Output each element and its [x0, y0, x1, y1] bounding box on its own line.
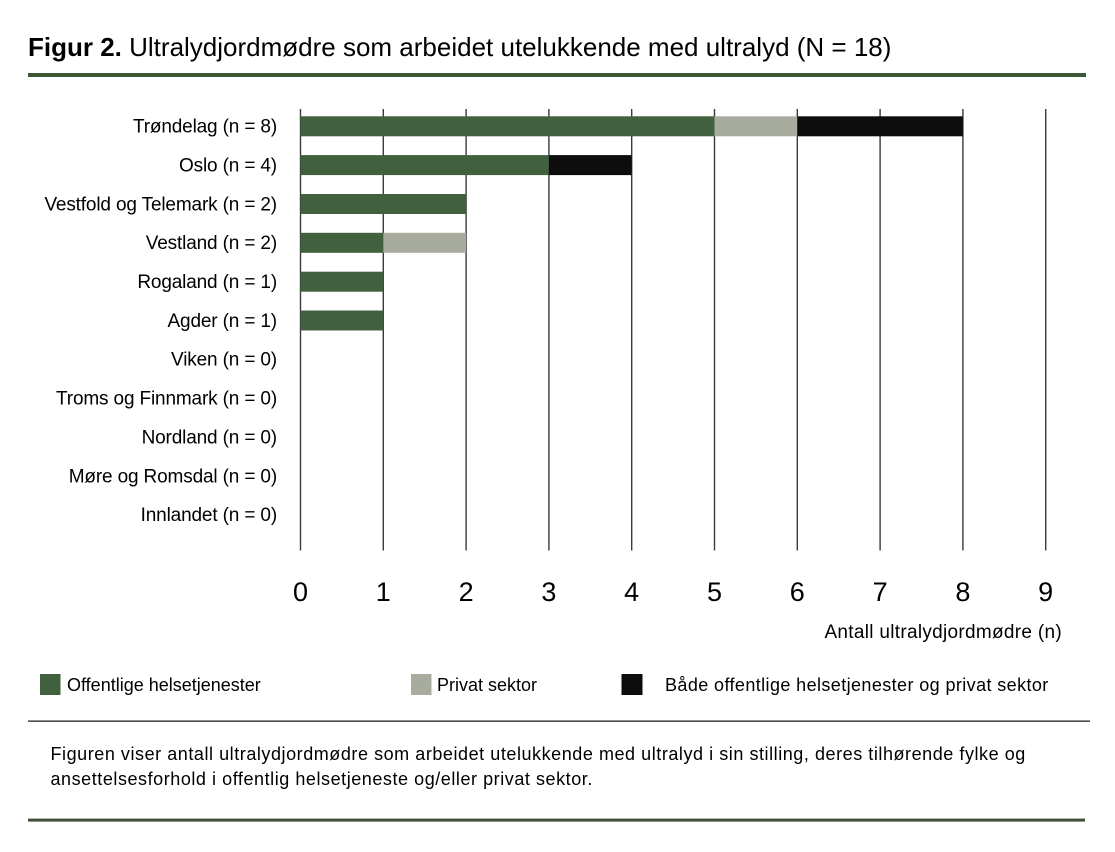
svg-text:Vestfold og Telemark (n = 2): Vestfold og Telemark (n = 2): [44, 194, 277, 215]
svg-text:4: 4: [624, 577, 639, 607]
svg-text:Oslo (n = 4): Oslo (n = 4): [179, 156, 277, 177]
svg-text:9: 9: [1038, 577, 1053, 607]
svg-text:1: 1: [376, 577, 391, 607]
svg-text:Møre og Romsdal (n = 0): Møre og Romsdal (n = 0): [69, 466, 277, 487]
svg-text:2: 2: [459, 577, 474, 607]
svg-text:Rogaland (n = 1): Rogaland (n = 1): [137, 272, 277, 293]
svg-text:8: 8: [955, 577, 970, 607]
svg-text:Troms og Finnmark (n = 0): Troms og Finnmark (n = 0): [56, 389, 277, 410]
svg-text:6: 6: [790, 577, 805, 607]
svg-text:Offentlige helsetjenester: Offentlige helsetjenester: [67, 675, 261, 695]
svg-text:Antall ultralydjordmødre (n): Antall ultralydjordmødre (n): [824, 622, 1062, 643]
svg-text:Vestland (n = 2): Vestland (n = 2): [146, 233, 277, 254]
svg-text:Trøndelag (n = 8): Trøndelag (n = 8): [133, 117, 277, 138]
svg-text:ansettelsesforhold i offentlig: ansettelsesforhold i offentlig helsetjen…: [51, 769, 593, 789]
svg-text:Agder (n = 1): Agder (n = 1): [168, 311, 277, 332]
svg-text:Figuren viser antall ultralydj: Figuren viser antall ultralydjordmødre s…: [51, 744, 1026, 764]
svg-text:7: 7: [873, 577, 888, 607]
svg-text:Figur 2. Ultralydjordmødre som: Figur 2. Ultralydjordmødre som arbeidet …: [28, 32, 891, 62]
svg-text:Innlandet (n = 0): Innlandet (n = 0): [141, 505, 277, 526]
svg-text:Både offentlige helsetjenester: Både offentlige helsetjenester og privat…: [665, 675, 1049, 695]
svg-text:Nordland (n = 0): Nordland (n = 0): [142, 427, 277, 448]
svg-text:Viken (n = 0): Viken (n = 0): [171, 350, 277, 371]
svg-text:0: 0: [293, 577, 308, 607]
svg-text:3: 3: [541, 577, 556, 607]
svg-text:Privat sektor: Privat sektor: [437, 675, 537, 695]
svg-text:5: 5: [707, 577, 722, 607]
